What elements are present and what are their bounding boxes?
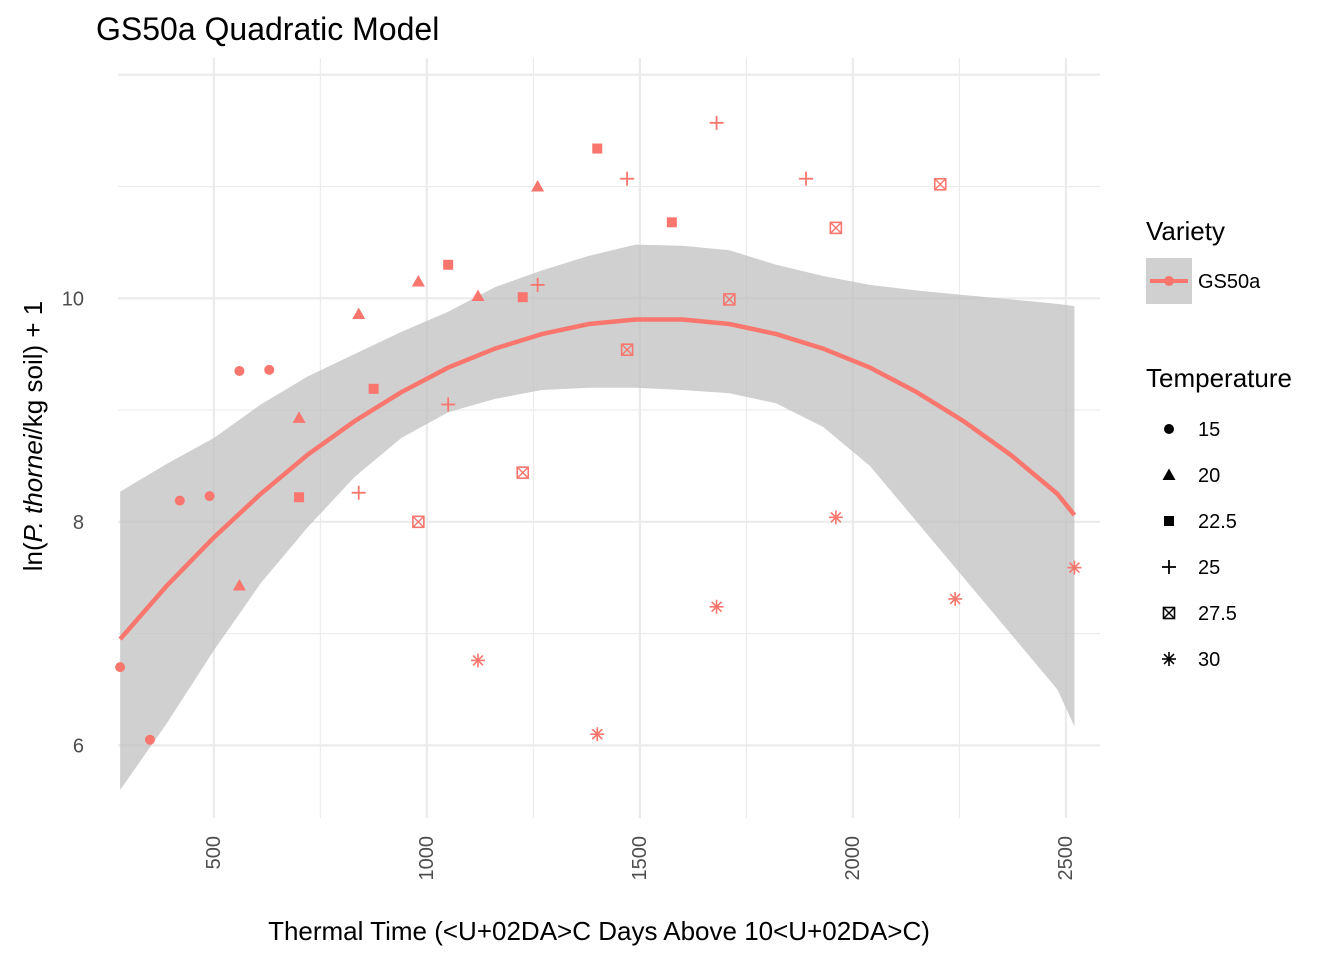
point-triangle [531,180,545,192]
legend-temperature-key-triangle [1162,468,1176,480]
point-triangle [352,307,366,319]
point-plus [351,485,366,500]
point-triangle [411,275,425,287]
point-circle [174,495,185,506]
chart-title: GS50a Quadratic Model [96,11,439,47]
point-plus [799,171,814,186]
point-boxx [620,343,634,357]
x-axis-ticks: 500 1000 1500 2000 2500 [203,836,1077,881]
fit-line [118,317,1077,641]
point-square [592,143,603,154]
point-star [470,653,485,668]
legend: Variety GS50a Temperature 15 20 22.5 25 … [1146,216,1292,671]
legend-temperature-label-20: 20 [1198,465,1220,487]
point-circle [234,365,245,376]
confidence-band-area [120,244,1075,791]
legend-temperature-label-22-5: 22.5 [1198,511,1237,533]
point-star [709,599,724,614]
x-tick-label: 1500 [629,836,651,881]
point-star [590,727,605,742]
legend-temperature-label-27-5: 27.5 [1198,603,1237,625]
point-triangle [292,411,306,423]
legend-temperature-key-plus [1162,560,1176,574]
y-tick-label: 8 [73,512,84,534]
point-star [948,591,963,606]
legend-temperature-label-15: 15 [1198,419,1220,441]
x-tick-label: 2000 [842,836,864,881]
point-circle [115,662,126,673]
confidence-band [120,244,1075,791]
point-boxx [933,177,947,191]
data-points [115,115,1082,745]
x-axis-title: Thermal Time (<U+02DA>C Days Above 10<U+… [268,916,930,946]
point-square [517,292,528,303]
legend-temperature-key-circle [1164,424,1174,434]
point-boxx [516,466,530,479]
point-triangle [232,579,246,591]
point-boxx [829,221,843,235]
point-triangle [471,289,485,302]
point-plus [620,171,635,186]
y-axis-title-part-2: P. thornei [18,433,48,542]
x-tick-label: 500 [203,836,225,869]
point-square [294,492,305,503]
legend-variety-title: Variety [1146,216,1225,246]
legend-temperature-key-star [1162,652,1176,666]
y-axis-ticks: 6 8 10 [62,288,84,757]
point-circle [144,734,155,745]
point-square [443,259,454,270]
y-tick-label: 10 [62,288,84,310]
y-tick-label: 6 [73,735,84,757]
point-boxx [723,293,736,306]
point-square [368,383,379,394]
point-star [1067,560,1082,575]
legend-temperature-label-30: 30 [1198,649,1220,671]
point-plus [441,397,456,412]
x-tick-label: 1000 [416,836,438,881]
fit-curve [118,317,1077,641]
point-plus [530,277,545,292]
point-square [666,217,677,228]
point-boxx [412,515,425,529]
legend-temperature-key-boxx [1162,606,1176,620]
legend-variety-label: GS50a [1198,271,1261,293]
legend-temperature-keys [1162,424,1176,666]
legend-temperature-title: Temperature [1146,363,1292,393]
y-axis-title-part-1: ln( [18,542,48,571]
point-star [828,510,843,525]
y-axis-title-part-3: /kg soil) + 1 [18,301,48,435]
point-plus [709,115,724,130]
legend-temperature-label-25: 25 [1198,557,1220,579]
point-circle [204,491,215,502]
point-circle [264,364,275,375]
y-axis-title: ln(P. thornei/kg soil) + 1 [18,301,48,572]
legend-variety-key-point [1164,276,1174,286]
x-tick-label: 2500 [1055,836,1077,881]
legend-temperature-key-square [1164,516,1174,526]
